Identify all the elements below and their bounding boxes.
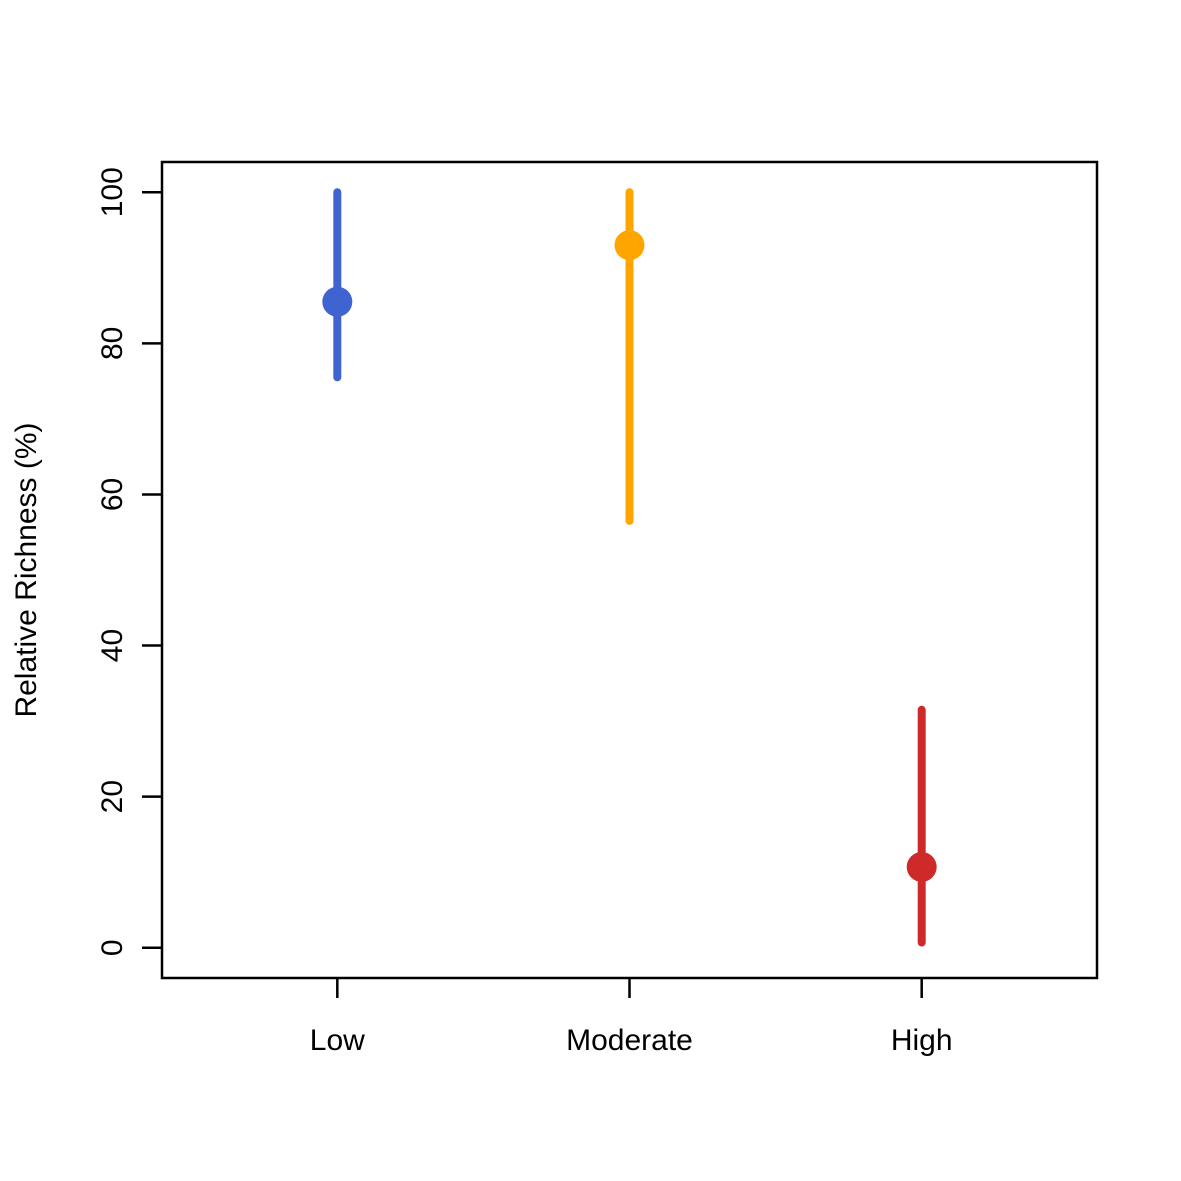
y-tick-label: 80 bbox=[96, 327, 129, 360]
point-low bbox=[322, 286, 353, 317]
x-tick-label: Moderate bbox=[566, 1024, 693, 1057]
y-tick-label: 60 bbox=[96, 478, 129, 511]
y-tick-label: 0 bbox=[96, 939, 129, 956]
y-tick-label: 40 bbox=[96, 629, 129, 662]
x-tick-label: Low bbox=[310, 1024, 365, 1057]
x-axis: Low Moderate High bbox=[310, 978, 953, 1057]
y-axis-title: Relative Richness (%) bbox=[10, 422, 43, 717]
y-axis: 0 20 40 60 80 100 bbox=[96, 167, 162, 956]
point-high bbox=[906, 851, 937, 882]
point-moderate bbox=[614, 230, 645, 261]
y-tick-label: 100 bbox=[96, 167, 129, 217]
y-tick-label: 20 bbox=[96, 780, 129, 813]
chart-marks bbox=[322, 188, 937, 947]
x-tick-label: High bbox=[891, 1024, 953, 1057]
